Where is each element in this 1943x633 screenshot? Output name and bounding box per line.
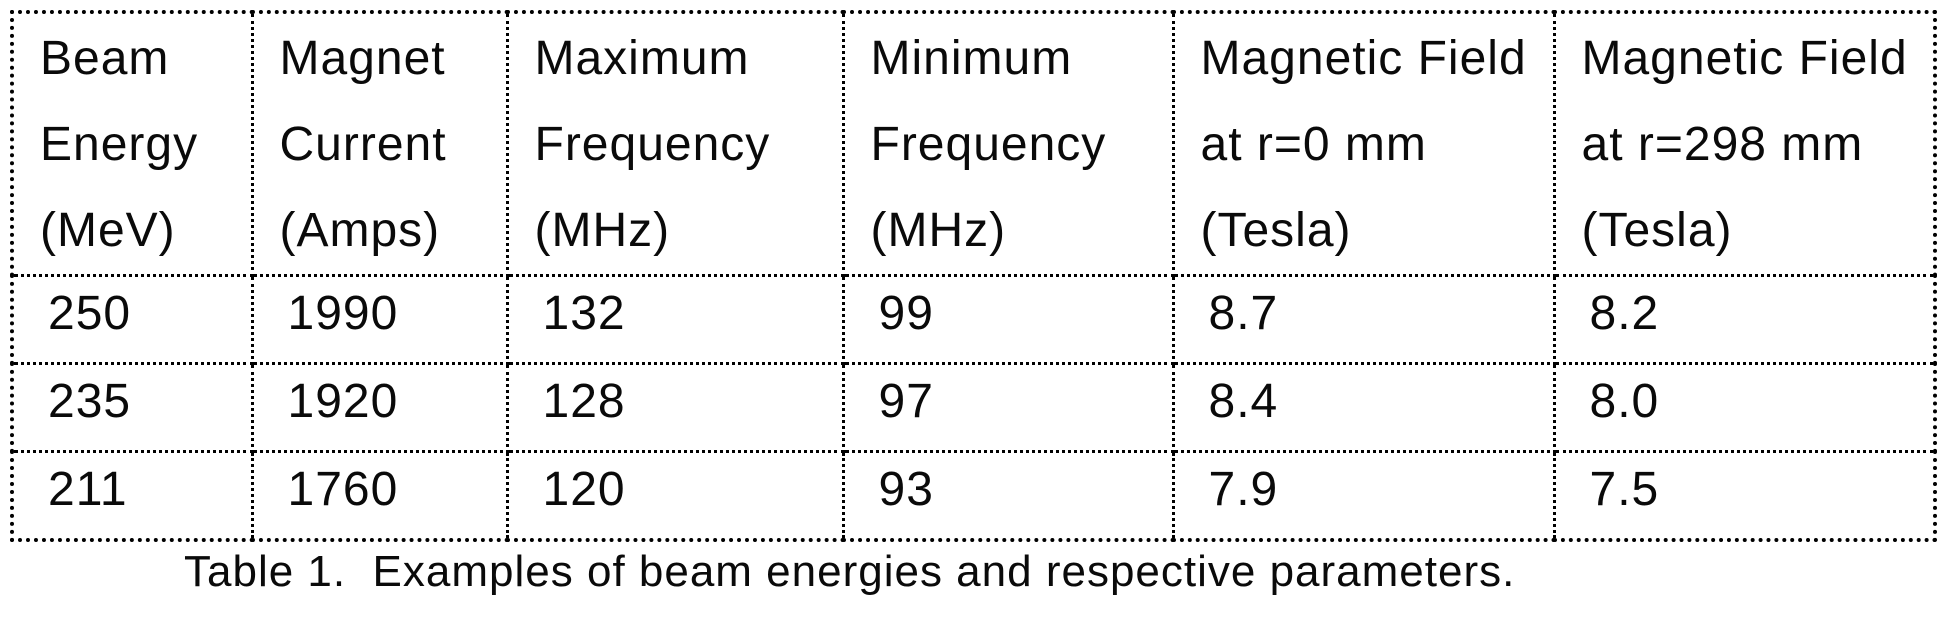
cell-minimum-frequency: 93 xyxy=(841,450,1175,541)
table-header-row: Beam Energy (MeV) Magnet Current (Amps) … xyxy=(10,10,1937,277)
cell-field-r0: 8.4 xyxy=(1171,362,1556,453)
header-line: Frequency xyxy=(534,118,771,171)
header-line: (Amps) xyxy=(279,204,441,257)
cell-magnet-current: 1990 xyxy=(250,274,509,365)
cell-field-r298: 8.2 xyxy=(1552,274,1937,365)
column-header-field-r0: Magnetic Field at r=0 mm (Tesla) xyxy=(1171,10,1556,277)
header-line: (MHz) xyxy=(870,204,1007,257)
header-line: at r=0 mm xyxy=(1200,118,1427,171)
header-line: Magnetic Field xyxy=(1200,32,1527,85)
cell-maximum-frequency: 132 xyxy=(505,274,845,365)
header-line: Current xyxy=(279,118,447,171)
header-line: Minimum xyxy=(870,32,1073,85)
cell-maximum-frequency: 120 xyxy=(505,450,845,541)
header-line: Beam xyxy=(40,32,170,85)
header-line: Magnet xyxy=(279,32,446,85)
table-caption: Table 1. Examples of beam energies and r… xyxy=(184,547,1516,596)
column-header-beam-energy: Beam Energy (MeV) xyxy=(10,10,254,277)
column-header-minimum-frequency: Minimum Frequency (MHz) xyxy=(841,10,1175,277)
cell-beam-energy: 211 xyxy=(10,450,254,541)
cell-field-r298: 7.5 xyxy=(1552,450,1937,541)
cell-field-r0: 7.9 xyxy=(1171,450,1556,541)
header-line: Energy xyxy=(40,118,199,171)
column-header-field-r298: Magnetic Field at r=298 mm (Tesla) xyxy=(1552,10,1937,277)
table-row: 250 1990 132 99 8.7 8.2 xyxy=(10,274,1937,365)
column-header-magnet-current: Magnet Current (Amps) xyxy=(250,10,509,277)
cell-magnet-current: 1920 xyxy=(250,362,509,453)
table-row: 211 1760 120 93 7.9 7.5 xyxy=(10,450,1937,541)
cell-field-r298: 8.0 xyxy=(1552,362,1937,453)
cell-beam-energy: 250 xyxy=(10,274,254,365)
table-row: 235 1920 128 97 8.4 8.0 xyxy=(10,362,1937,453)
parameters-table: Beam Energy (MeV) Magnet Current (Amps) … xyxy=(10,10,1937,542)
header-line: Maximum xyxy=(534,32,750,85)
cell-maximum-frequency: 128 xyxy=(505,362,845,453)
header-line: Magnetic Field xyxy=(1581,32,1908,85)
header-line: (Tesla) xyxy=(1581,204,1733,257)
cell-magnet-current: 1760 xyxy=(250,450,509,541)
cell-field-r0: 8.7 xyxy=(1171,274,1556,365)
header-line: Frequency xyxy=(870,118,1107,171)
header-line: at r=298 mm xyxy=(1581,118,1864,171)
column-header-maximum-frequency: Maximum Frequency (MHz) xyxy=(505,10,845,277)
header-line: (Tesla) xyxy=(1200,204,1352,257)
header-line: (MHz) xyxy=(534,204,671,257)
header-line: (MeV) xyxy=(40,204,176,257)
cell-beam-energy: 235 xyxy=(10,362,254,453)
cell-minimum-frequency: 97 xyxy=(841,362,1175,453)
cell-minimum-frequency: 99 xyxy=(841,274,1175,365)
